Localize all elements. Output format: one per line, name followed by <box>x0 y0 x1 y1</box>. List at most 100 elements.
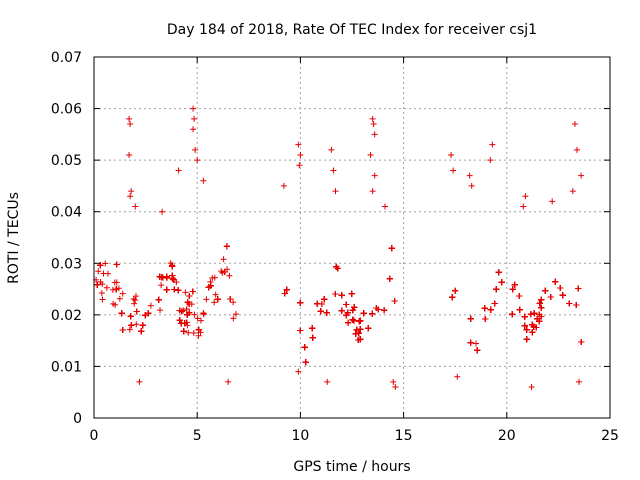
data-point <box>355 330 362 337</box>
data-point <box>139 322 146 329</box>
data-point <box>301 344 308 351</box>
data-point <box>102 260 109 267</box>
data-point <box>388 245 395 252</box>
data-point <box>452 287 459 294</box>
data-point <box>317 308 324 315</box>
data-point <box>386 275 393 282</box>
data-point <box>171 286 178 293</box>
data-point <box>391 298 398 305</box>
data-point <box>321 296 328 303</box>
data-point <box>99 296 106 303</box>
data-point <box>97 262 104 269</box>
data-point <box>218 268 225 275</box>
data-point <box>302 359 309 366</box>
data-point <box>365 325 372 332</box>
data-point <box>186 292 193 299</box>
data-point <box>197 317 204 324</box>
data-point <box>205 284 212 291</box>
data-point <box>369 310 376 317</box>
data-point <box>185 329 192 336</box>
data-point <box>167 260 174 267</box>
data-point <box>343 301 350 308</box>
data-point <box>138 328 145 335</box>
data-point <box>352 330 359 337</box>
data-point <box>297 327 304 334</box>
data-point <box>194 315 201 322</box>
data-point <box>230 299 237 306</box>
data-point <box>182 289 189 296</box>
data-point <box>498 279 505 286</box>
data-point <box>115 285 122 292</box>
data-point <box>203 296 210 303</box>
data-point <box>175 287 182 294</box>
data-point <box>309 334 316 341</box>
gridlines <box>94 57 610 418</box>
data-point <box>360 310 367 317</box>
data-point <box>133 321 140 328</box>
data-points <box>93 105 585 391</box>
data-point <box>491 300 498 307</box>
data-point <box>103 284 110 291</box>
data-point <box>158 282 165 289</box>
data-point <box>184 299 191 306</box>
data-point <box>209 275 216 282</box>
data-point <box>211 299 218 306</box>
data-point <box>230 315 237 322</box>
data-point <box>509 311 516 318</box>
data-point <box>375 306 382 313</box>
data-point <box>113 261 120 268</box>
data-point <box>116 295 123 302</box>
data-point <box>186 309 193 316</box>
data-point <box>128 322 135 329</box>
data-point <box>323 309 330 316</box>
data-point <box>190 330 197 337</box>
data-point <box>112 301 119 308</box>
data-point <box>223 243 230 250</box>
data-point <box>157 307 164 314</box>
data-point <box>509 286 516 293</box>
data-point <box>232 311 239 318</box>
data-point <box>163 273 170 280</box>
data-point <box>133 308 140 315</box>
data-point <box>338 307 345 314</box>
data-point <box>559 292 566 299</box>
data-point <box>334 265 341 272</box>
data-point <box>169 275 176 282</box>
data-point <box>118 310 125 317</box>
data-point <box>126 326 133 333</box>
data-point <box>97 278 104 285</box>
data-point <box>345 319 352 326</box>
data-point <box>195 332 202 339</box>
data-point <box>348 290 355 297</box>
data-point <box>350 317 357 324</box>
data-point <box>132 293 139 300</box>
data-point <box>338 292 345 299</box>
data-point <box>113 279 120 286</box>
data-point <box>227 295 234 302</box>
data-point <box>183 306 190 313</box>
data-point <box>220 256 227 263</box>
data-point <box>119 290 126 297</box>
data-point <box>357 336 364 343</box>
data-point <box>158 274 165 281</box>
data-point <box>155 296 162 303</box>
data-point <box>119 326 126 333</box>
data-point <box>538 304 545 311</box>
data-point <box>183 319 190 326</box>
data-point <box>226 272 233 279</box>
data-point <box>191 311 198 318</box>
data-point <box>94 281 101 288</box>
data-point <box>189 288 196 295</box>
data-point <box>344 309 351 316</box>
data-point <box>357 326 364 333</box>
data-point <box>349 316 356 323</box>
data-point <box>297 299 304 306</box>
data-point <box>381 307 388 314</box>
data-point <box>100 270 107 277</box>
data-point <box>113 286 120 293</box>
data-point <box>283 286 290 293</box>
data-point <box>131 300 138 307</box>
data-point <box>180 328 187 335</box>
data-point <box>356 318 363 325</box>
